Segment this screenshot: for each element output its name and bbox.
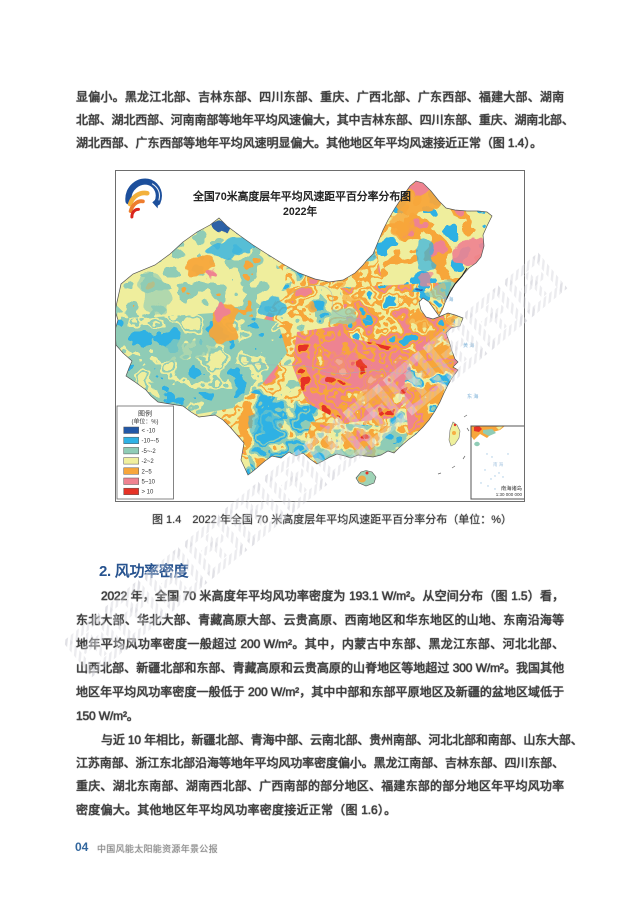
svg-text:> 10: > 10 — [142, 490, 155, 496]
svg-text:图例: 图例 — [138, 409, 152, 418]
svg-text:-2~2: -2~2 — [142, 459, 155, 465]
svg-text:南 海: 南 海 — [493, 461, 504, 468]
svg-text:渤 海: 渤 海 — [442, 296, 453, 303]
svg-text:1:30 000 000: 1:30 000 000 — [496, 492, 523, 497]
svg-text:(单位：%): (单位：%) — [132, 418, 159, 426]
svg-text:5~10: 5~10 — [142, 480, 156, 486]
svg-text:< -10: < -10 — [142, 429, 157, 435]
svg-text:2~5: 2~5 — [142, 469, 153, 475]
svg-text:-5~-2: -5~-2 — [142, 449, 157, 455]
svg-text:南海诸岛: 南海诸岛 — [501, 485, 522, 492]
svg-text:东 海: 东 海 — [467, 393, 478, 400]
svg-text:-10~-5: -10~-5 — [142, 439, 160, 445]
svg-text:2022年: 2022年 — [283, 204, 317, 218]
svg-text:黄 海: 黄 海 — [463, 342, 474, 349]
svg-text:全国70米高度层年平均风速距平百分率分布图: 全国70米高度层年平均风速距平百分率分布图 — [192, 189, 411, 203]
